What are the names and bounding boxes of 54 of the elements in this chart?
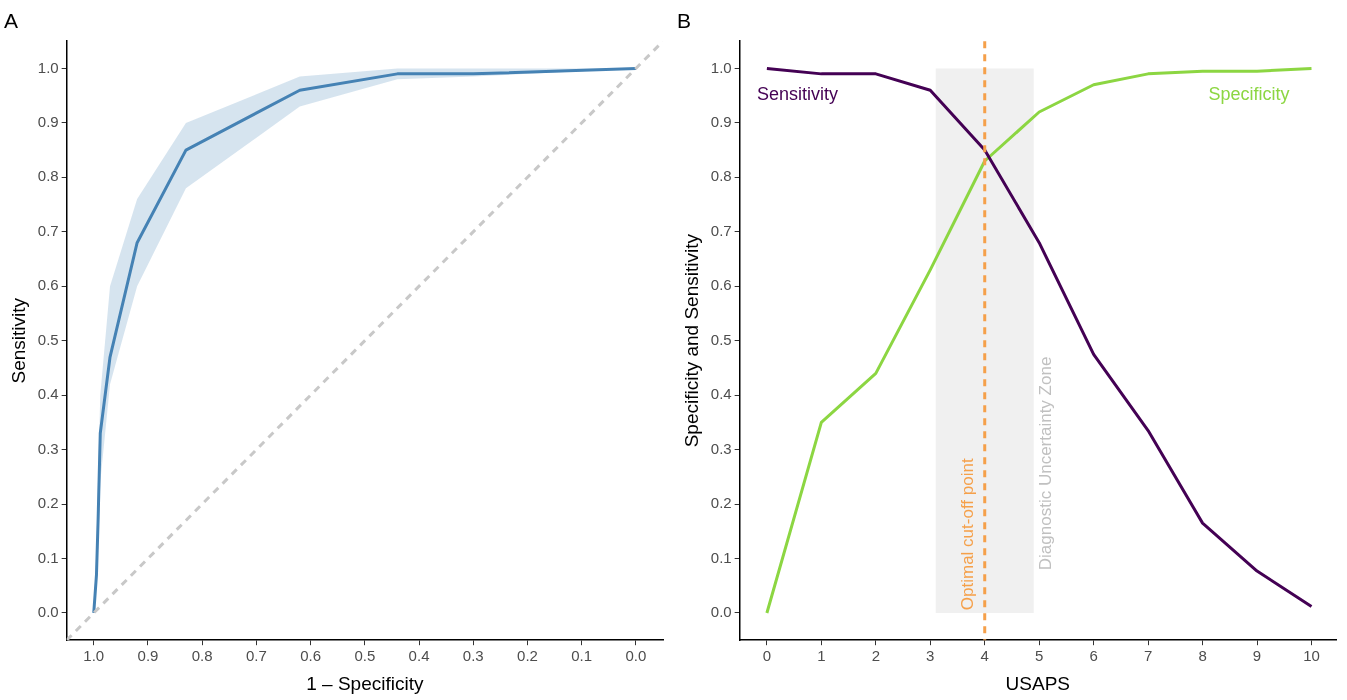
- series-label: Sensitivity: [756, 84, 838, 105]
- x-tick-label: 0.3: [462, 647, 484, 665]
- x-tick-label: 0.7: [245, 647, 267, 665]
- x-tick-label: 6: [1089, 647, 1098, 665]
- y-tick-label: 1.0: [37, 58, 59, 76]
- y-tick-label: 0.0: [37, 603, 59, 621]
- y-tick-label: 0.6: [710, 276, 732, 294]
- x-tick-label: 5: [1035, 647, 1044, 665]
- y-tick-label: 0.4: [37, 385, 59, 403]
- x-tick-label: 0.4: [408, 647, 430, 665]
- chart-title: A: [4, 9, 19, 33]
- x-tick-label: 0.8: [191, 647, 213, 665]
- y-tick-label: 0.9: [710, 113, 732, 131]
- x-tick-label: 0.1: [571, 647, 593, 665]
- y-axis-title: Sensitivity: [7, 297, 29, 384]
- x-tick-label: 1: [817, 647, 826, 665]
- y-tick-label: 0.3: [37, 439, 59, 457]
- x-tick-label: 10: [1303, 647, 1320, 665]
- y-tick-label: 0.4: [710, 385, 732, 403]
- y-tick-label: 0.8: [710, 167, 732, 185]
- x-tick-label: 3: [926, 647, 935, 665]
- y-tick-label: 0.5: [710, 330, 732, 348]
- y-tick-label: 0.6: [37, 276, 59, 294]
- x-tick-label: 0: [762, 647, 772, 665]
- series-label: Specificity: [1208, 84, 1290, 105]
- y-tick-label: 0.2: [710, 494, 732, 512]
- x-tick-label: 1.0: [83, 647, 105, 665]
- y-tick-label: 0.3: [710, 439, 732, 457]
- y-tick-label: 1.0: [710, 58, 732, 76]
- band-label: Diagnostic Uncertainty Zone: [1036, 356, 1056, 571]
- x-tick-label: 0.5: [354, 647, 376, 665]
- x-tick-label: 0.0: [625, 647, 647, 665]
- x-axis-title: 1 – Specificity: [306, 672, 424, 694]
- chart-title: B: [677, 9, 692, 33]
- x-tick-label: 7: [1143, 647, 1153, 665]
- y-tick-label: 0.8: [37, 167, 59, 185]
- y-tick-label: 0.7: [37, 221, 59, 239]
- ref-line-label: Optimal cut-off point: [958, 458, 978, 611]
- y-tick-label: 0.5: [37, 330, 59, 348]
- x-tick-label: 2: [871, 647, 880, 665]
- y-tick-label: 0.7: [710, 221, 732, 239]
- x-axis-title: USAPS: [1005, 672, 1071, 694]
- x-tick-label: 0.6: [300, 647, 322, 665]
- y-tick-label: 0.2: [37, 494, 59, 512]
- y-tick-label: 0.1: [710, 548, 732, 566]
- x-tick-label: 0.9: [137, 647, 159, 665]
- x-tick-label: 9: [1252, 647, 1262, 665]
- y-tick-label: 0.9: [37, 113, 59, 131]
- x-tick-label: 4: [980, 647, 989, 665]
- y-axis-title: Specificity and Sensitivity: [680, 233, 702, 448]
- y-tick-label: 0.1: [37, 548, 59, 566]
- x-tick-label: 8: [1198, 647, 1207, 665]
- y-tick-label: 0.0: [710, 603, 732, 621]
- x-tick-label: 0.2: [517, 647, 538, 665]
